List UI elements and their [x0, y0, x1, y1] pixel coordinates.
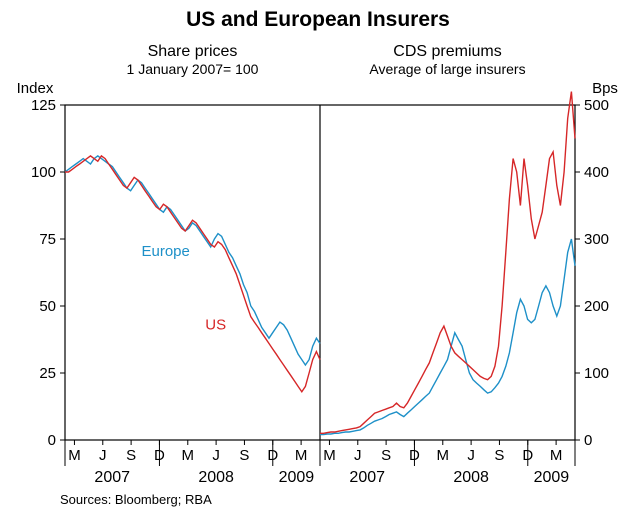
left-x-tick-label: S — [239, 447, 249, 464]
left-x-tick-label: M — [295, 447, 308, 464]
chart-title: US and European Insurers — [186, 8, 450, 31]
right-x-tick-label: M — [550, 447, 563, 464]
right-x-tick-label: M — [437, 447, 450, 464]
right-panel-subtitle: Average of large insurers — [369, 61, 525, 77]
left-y-tick-label: 25 — [39, 365, 56, 382]
series-label-us: US — [205, 316, 226, 333]
chart-container: US and European Insurers Share prices1 Ja… — [0, 0, 636, 518]
left-x-tick-label: M — [68, 447, 81, 464]
right-x-tick-label: J — [354, 447, 362, 464]
left-panel-subtitle: 1 January 2007= 100 — [127, 61, 259, 77]
left-year-label: 2007 — [94, 469, 130, 486]
left-x-tick-label: S — [126, 447, 136, 464]
right-year-label: 2007 — [349, 469, 385, 486]
left-y-tick-label: 75 — [39, 231, 56, 248]
left-panel-title: Share prices — [148, 43, 238, 60]
right-series-us — [320, 92, 575, 434]
left-y-tick-label: 100 — [31, 164, 56, 181]
left-y-tick-label: 125 — [31, 97, 56, 114]
left-year-label: 2008 — [198, 469, 234, 486]
left-x-tick-label: J — [212, 447, 220, 464]
right-year-label: 2008 — [453, 469, 489, 486]
left-x-tick-label: M — [182, 447, 195, 464]
right-x-tick-label: S — [494, 447, 504, 464]
sources-text: Sources: Bloomberg; RBA — [60, 492, 212, 507]
left-series-us — [65, 156, 320, 392]
right-x-tick-label: M — [323, 447, 336, 464]
left-year-label: 2009 — [279, 469, 315, 486]
right-y-tick-label: 0 — [584, 432, 592, 449]
chart-svg: US and European Insurers Share prices1 Ja… — [0, 0, 636, 518]
left-y-tick-label: 0 — [48, 432, 56, 449]
right-y-tick-label: 500 — [584, 97, 609, 114]
series-label-europe: Europe — [142, 243, 190, 260]
right-y-tick-label: 100 — [584, 365, 609, 382]
left-x-tick-label: J — [99, 447, 107, 464]
left-series-europe — [65, 156, 320, 365]
right-y-axis-label: Bps — [592, 80, 618, 97]
left-y-tick-label: 50 — [39, 298, 56, 315]
right-x-tick-label: J — [467, 447, 475, 464]
left-y-axis-label: Index — [17, 80, 54, 97]
right-x-tick-label: S — [381, 447, 391, 464]
right-y-tick-label: 400 — [584, 164, 609, 181]
right-year-label: 2009 — [534, 469, 570, 486]
right-y-tick-label: 300 — [584, 231, 609, 248]
right-panel-title: CDS premiums — [393, 43, 501, 60]
right-y-tick-label: 200 — [584, 298, 609, 315]
